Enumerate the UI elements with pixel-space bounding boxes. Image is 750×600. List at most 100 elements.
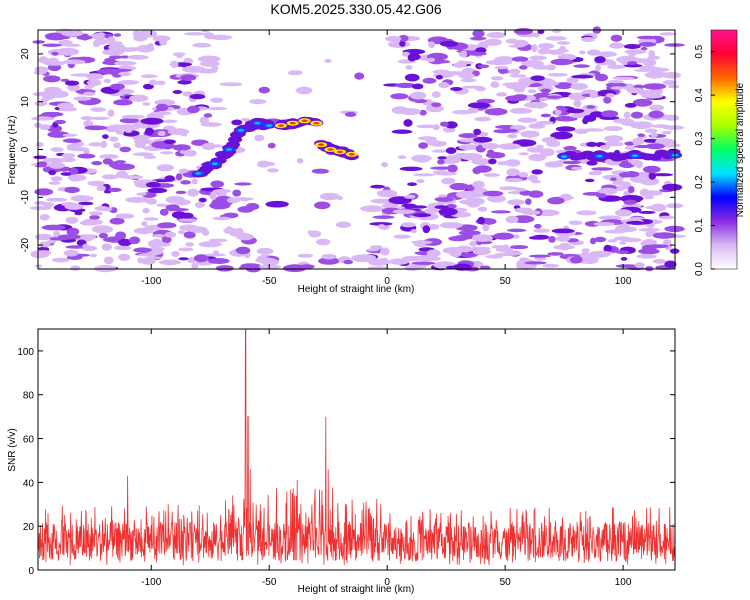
noise-blob: [604, 126, 623, 132]
snr-series-line: [37, 328, 676, 566]
noise-blob: [43, 86, 62, 94]
noise-blob: [219, 82, 243, 87]
noise-blob: [140, 74, 158, 79]
noise-blob: [628, 50, 636, 57]
noise-blob: [138, 29, 158, 38]
noise-blob: [240, 118, 251, 122]
noise-blob: [39, 241, 51, 248]
noise-blob: [318, 257, 340, 265]
noise-blob: [85, 73, 104, 80]
noise-blob: [474, 165, 492, 173]
snr-panel: -100 -50 0 50 100 0 20 40 60 80 100 Height of str…: [7, 328, 676, 595]
noise-blob: [431, 102, 442, 108]
noise-blob: [159, 40, 168, 46]
spectrogram-y-axis: -20 -10 0 10 20: [20, 48, 675, 252]
noise-blob: [507, 134, 518, 139]
noise-blob: [481, 142, 500, 150]
x-tick-label: -50: [262, 577, 277, 588]
noise-blob: [64, 203, 84, 210]
noise-blob: [336, 195, 343, 201]
noise-blob: [400, 222, 416, 228]
noise-blob: [500, 128, 518, 133]
noise-blob: [133, 227, 153, 235]
noise-blob: [35, 233, 53, 241]
noise-blob: [484, 38, 502, 46]
noise-blob: [199, 60, 220, 67]
noise-blob: [324, 59, 332, 63]
colorbar-tick-label: 0.0: [694, 262, 705, 276]
snr-y-label: SNR (v/v): [7, 428, 18, 471]
noise-blob: [94, 38, 108, 45]
noise-blob: [46, 125, 63, 133]
noise-blob: [649, 104, 664, 112]
noise-blob: [89, 116, 110, 120]
noise-blob: [113, 142, 121, 149]
noise-blob: [593, 169, 602, 176]
noise-blob: [472, 234, 493, 242]
noise-blob: [417, 136, 437, 141]
feature-core: [596, 154, 603, 158]
noise-blob: [163, 139, 176, 145]
noise-blob: [412, 173, 435, 177]
noise-blob: [651, 173, 674, 177]
noise-blob: [114, 60, 137, 66]
noise-blob: [182, 91, 194, 97]
feature-core: [313, 121, 320, 125]
noise-blob: [78, 196, 88, 201]
noise-blob: [113, 245, 132, 250]
noise-blob: [661, 130, 672, 135]
noise-blob: [558, 45, 567, 54]
noise-blob: [450, 87, 463, 91]
y-tick-label: 20: [23, 522, 35, 533]
noise-blob: [581, 250, 590, 258]
colorbar-ticks: 0.0 0.1 0.2 0.3 0.4 0.5: [694, 29, 738, 276]
noise-blob: [531, 44, 538, 53]
noise-blob: [188, 226, 208, 233]
noise-blob: [40, 97, 50, 102]
noise-blob: [591, 167, 613, 171]
noise-blob: [143, 155, 157, 159]
noise-blob: [76, 35, 93, 40]
noise-blob: [411, 261, 436, 265]
noise-blob: [524, 261, 547, 265]
noise-blob: [487, 195, 506, 203]
noise-blob: [91, 161, 103, 166]
noise-blob: [399, 166, 423, 171]
noise-blob: [257, 160, 270, 168]
noise-blob: [107, 36, 116, 45]
noise-blob: [151, 234, 166, 238]
feature-core: [348, 153, 355, 156]
noise-blob: [142, 102, 151, 106]
noise-blob: [501, 69, 509, 74]
noise-blob: [632, 137, 645, 146]
noise-blob: [155, 80, 166, 86]
colorbar-tick-label: 0.3: [694, 131, 705, 145]
noise-blob: [99, 154, 119, 160]
noise-blob: [528, 153, 547, 162]
noise-blob: [62, 133, 78, 137]
noise-blob: [198, 241, 222, 248]
noise-blob: [231, 119, 243, 126]
noise-blob: [215, 265, 234, 272]
noise-blob: [208, 238, 228, 243]
noise-blob: [607, 80, 624, 84]
noise-blob: [410, 91, 427, 100]
noise-blob: [645, 143, 665, 150]
noise-blob: [563, 160, 581, 165]
spectrogram-x-axis: -100 -50 0 50 100: [141, 30, 632, 287]
noise-blob: [629, 175, 653, 184]
noise-blob: [488, 158, 497, 165]
noise-blob: [547, 197, 565, 205]
noise-blob: [102, 158, 113, 165]
noise-blob: [652, 258, 667, 264]
noise-blob: [194, 201, 205, 208]
noise-blob: [150, 249, 163, 255]
noise-blob: [582, 128, 605, 132]
noise-blob: [576, 210, 597, 216]
noise-blob: [644, 71, 666, 79]
noise-blob: [129, 236, 141, 245]
noise-blob: [648, 110, 664, 119]
noise-blob: [566, 77, 579, 84]
noise-blob: [50, 176, 63, 182]
noise-blob: [550, 58, 574, 66]
